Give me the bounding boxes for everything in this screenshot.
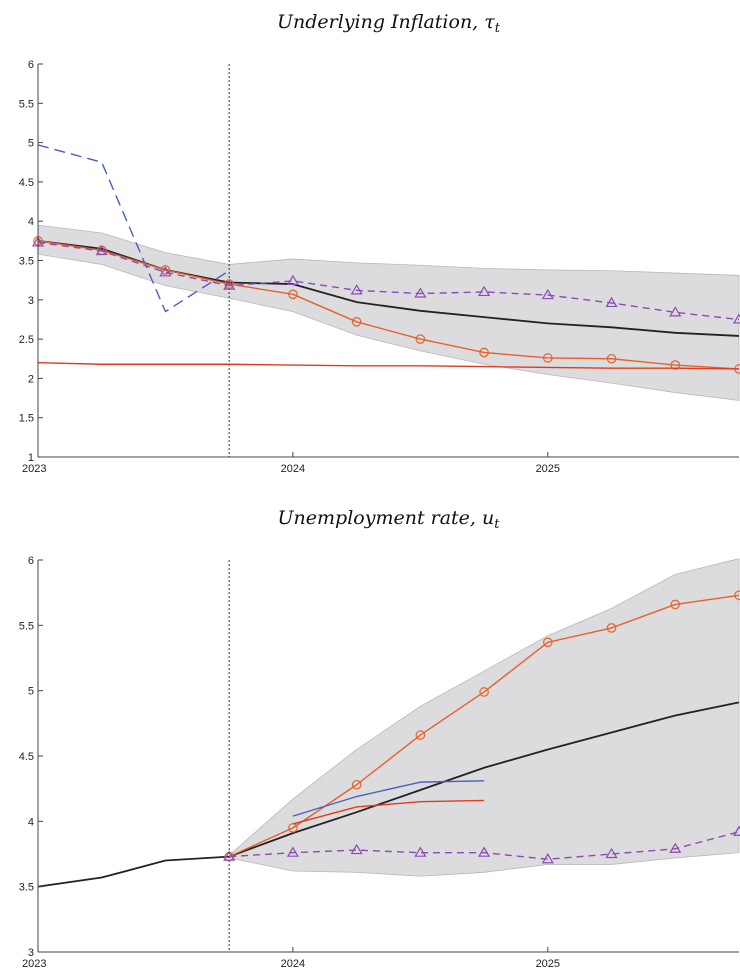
data-point: [286, 274, 299, 286]
y-tick-label: 2.5: [19, 334, 34, 346]
series-5: [292, 799, 485, 825]
data-point: [669, 842, 682, 853]
series-line: [228, 594, 740, 858]
y-tick-label: 2: [28, 373, 34, 385]
series-1: [37, 701, 740, 888]
y-tick-label: 5.5: [19, 620, 34, 632]
chart-1: Underlying Inflation, τt 1 1.5 2 2.5 3 3.5 4 4.5…: [19, 11, 740, 475]
data-point: [479, 687, 489, 697]
data-point: [479, 347, 489, 358]
y-tick-label: 4.5: [19, 177, 34, 189]
data-point: [605, 296, 618, 308]
data-point: [541, 853, 554, 864]
data-point: [670, 599, 681, 610]
data-point: [541, 288, 554, 300]
data-point: [669, 306, 682, 317]
data-point: [732, 825, 740, 836]
data-point: [543, 637, 553, 648]
confidence-band: [37, 224, 740, 401]
chart-title-subscript: t: [494, 517, 500, 532]
data-point: [414, 846, 427, 857]
y-tick-label: 5.5: [19, 98, 34, 110]
y-tick-label: 1.5: [19, 413, 34, 425]
data-point: [351, 779, 362, 790]
y-tick-label: 1: [28, 452, 34, 464]
x-tick-label: 2023: [22, 958, 46, 970]
data-point: [159, 266, 172, 277]
y-tick-label: 3.5: [19, 882, 34, 894]
data-point: [606, 353, 617, 364]
data-point: [732, 313, 740, 324]
chart-title: Unemployment rate, ut: [278, 507, 501, 532]
data-point: [606, 623, 617, 633]
chart-title: Underlying Inflation, τt: [277, 11, 501, 36]
series-line: [37, 701, 740, 888]
data-point: [670, 360, 681, 370]
data-point: [415, 730, 426, 740]
series-line: [229, 831, 740, 860]
series-line: [37, 241, 740, 321]
data-point: [350, 843, 363, 855]
series-4: [31, 236, 740, 324]
y-tick-label: 6: [28, 59, 34, 71]
data-point: [478, 846, 491, 857]
chart-title-main: Underlying Inflation, τ: [277, 11, 495, 33]
data-point: [415, 334, 426, 344]
chart-title-subscript: t: [495, 21, 501, 36]
data-point: [288, 289, 298, 300]
data-point: [478, 285, 491, 297]
series-line: [292, 799, 485, 825]
data-point: [223, 850, 236, 861]
y-tick-label: 3: [28, 947, 34, 959]
y-tick-label: 4.5: [19, 751, 34, 763]
data-point: [734, 590, 740, 601]
y-tick-label: 3.5: [19, 256, 34, 268]
x-tick-label: 2025: [536, 958, 560, 970]
series-3: [223, 825, 740, 864]
x-tick-label: 2024: [281, 958, 305, 970]
chart-title-main: Unemployment rate, u: [278, 507, 495, 529]
x-tick-label: 2025: [536, 463, 560, 475]
data-point: [95, 244, 108, 256]
data-point: [350, 284, 363, 295]
data-point: [286, 846, 299, 857]
data-point: [543, 353, 553, 363]
y-tick-label: 4: [28, 216, 34, 228]
y-tick-label: 4: [28, 816, 34, 828]
data-point: [160, 265, 171, 275]
series-line: [37, 240, 740, 370]
series-4: [292, 780, 485, 817]
chart-2: Unemployment rate, ut 3 3.5 4 4.5 5 5.5 6 2023 20…: [19, 507, 740, 970]
data-point: [351, 317, 362, 327]
y-tick-label: 5: [28, 686, 34, 698]
series-line: [37, 361, 740, 370]
series-line: [292, 780, 485, 817]
data-point: [414, 287, 427, 298]
y-tick-label: 5: [28, 138, 34, 150]
y-tick-label: 6: [28, 555, 34, 567]
y-tick-label: 3: [28, 295, 34, 307]
data-point: [605, 847, 618, 859]
series-2: [224, 590, 740, 862]
x-tick-label: 2023: [22, 463, 46, 475]
x-tick-label: 2024: [281, 463, 305, 475]
series-5: [37, 361, 740, 370]
data-point: [223, 279, 236, 290]
